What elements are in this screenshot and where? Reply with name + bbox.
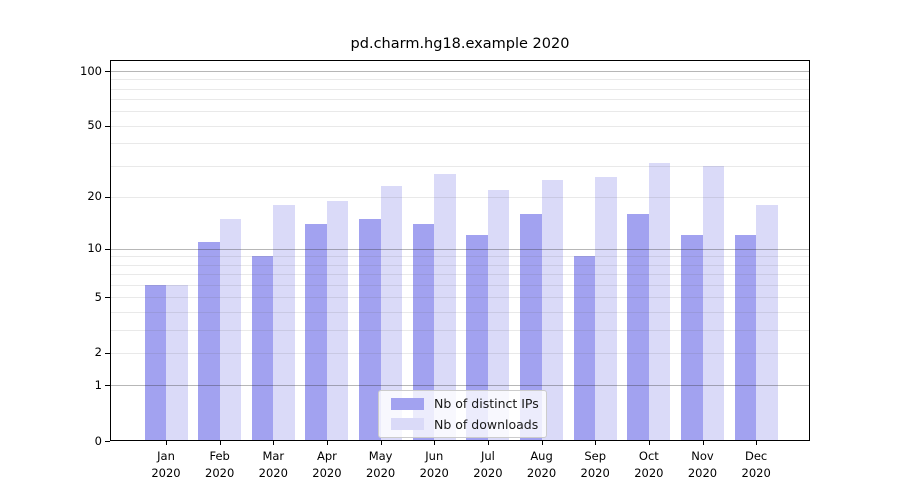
x-tick-label-nov: Nov 2020 — [687, 449, 718, 480]
gridline-minor — [110, 311, 810, 313]
bar-ips-feb — [198, 241, 220, 441]
gridline-minor — [110, 274, 810, 276]
legend-swatch-ips — [391, 398, 424, 410]
bar-downloads-jan — [166, 284, 188, 441]
y-tick-label: 1 — [94, 377, 102, 392]
y-tick-mark — [105, 196, 110, 198]
x-tick-mark — [756, 441, 758, 445]
bar-downloads-may — [380, 186, 403, 441]
gridline-major — [110, 71, 810, 72]
x-tick-mark — [219, 441, 221, 445]
bar-ips-aug — [520, 213, 542, 441]
x-tick-label-dec: Dec 2020 — [741, 449, 771, 480]
bar-downloads-mar — [273, 204, 295, 441]
x-tick-label-jul: Jul 2020 — [473, 449, 503, 480]
x-tick-mark — [702, 441, 704, 445]
x-tick-label-apr: Apr 2020 — [312, 449, 342, 480]
y-tick-label: 0 — [94, 433, 102, 448]
legend-label-ips: Nb of distinct IPs — [434, 396, 539, 412]
gridline-minor — [110, 329, 810, 331]
gridline-minor — [110, 99, 810, 101]
x-tick-mark — [595, 441, 597, 445]
y-tick-label: 20 — [87, 189, 102, 204]
legend-row-downloads: Nb of downloads — [379, 417, 546, 432]
gridline-minor — [110, 264, 810, 266]
legend: Nb of distinct IPs Nb of downloads — [378, 390, 547, 438]
chart-title: pd.charm.hg18.example 2020 — [350, 36, 570, 52]
x-tick-label-jun: Jun 2020 — [419, 449, 449, 480]
x-tick-label-jan: Jan 2020 — [151, 449, 181, 480]
y-tick-label: 100 — [80, 63, 102, 78]
gridline-minor — [110, 256, 810, 258]
x-tick-mark — [487, 441, 489, 445]
gridline-minor — [110, 88, 810, 90]
x-tick-label-feb: Feb 2020 — [205, 449, 235, 480]
gridline-minor — [110, 284, 810, 286]
bar-ips-jun — [412, 223, 435, 441]
bar-ips-jan — [144, 284, 166, 441]
legend-label-downloads: Nb of downloads — [434, 416, 539, 432]
bar-downloads-aug — [541, 179, 564, 441]
y-tick-mark — [105, 248, 110, 250]
x-tick-mark — [648, 441, 650, 445]
bar-downloads-feb — [219, 218, 242, 441]
gridline-minor — [110, 165, 810, 167]
bar-ips-mar — [251, 256, 274, 441]
y-tick-mark — [105, 71, 110, 72]
x-tick-mark — [166, 441, 167, 445]
plot-area — [110, 60, 810, 441]
x-tick-mark — [326, 441, 328, 445]
y-tick-label: 2 — [94, 345, 102, 360]
y-tick-mark — [105, 125, 110, 127]
gridline-minor — [110, 111, 810, 113]
y-tick-label: 5 — [94, 289, 102, 304]
bar-ips-may — [359, 218, 381, 441]
bar-downloads-oct — [648, 163, 671, 441]
bar-ips-apr — [305, 223, 327, 441]
x-tick-mark — [273, 441, 275, 445]
bar-ips-sep — [573, 256, 596, 441]
gridline-major — [110, 248, 810, 250]
gridline-minor — [110, 352, 810, 354]
gridline-minor — [110, 196, 810, 198]
x-tick-label-sep: Sep 2020 — [580, 449, 610, 480]
y-tick-mark — [105, 441, 110, 442]
gridline-major — [110, 385, 810, 387]
gridline-minor — [110, 297, 810, 299]
x-tick-label-mar: Mar 2020 — [258, 449, 288, 480]
bar-downloads-jul — [487, 189, 510, 441]
x-tick-label-may: May 2020 — [365, 449, 396, 480]
x-tick-mark — [380, 441, 382, 445]
gridline-minor — [110, 125, 810, 127]
bar-ips-nov — [681, 235, 703, 441]
x-tick-label-oct: Oct 2020 — [634, 449, 664, 480]
bar-ips-oct — [627, 213, 649, 441]
y-tick-mark — [105, 385, 110, 387]
bar-ips-dec — [734, 235, 757, 441]
legend-swatch-downloads — [391, 418, 424, 430]
bar-downloads-nov — [702, 165, 724, 441]
y-tick-label: 10 — [87, 241, 102, 256]
bar-downloads-apr — [326, 200, 349, 441]
x-tick-mark — [434, 441, 436, 445]
bar-ips-jul — [466, 235, 488, 441]
gridline-minor — [110, 79, 810, 81]
gridline-minor — [110, 143, 810, 145]
y-tick-mark — [105, 352, 110, 354]
y-tick-label: 50 — [87, 118, 102, 133]
x-tick-mark — [541, 441, 543, 445]
bar-downloads-sep — [595, 176, 617, 441]
bar-downloads-jun — [434, 173, 456, 441]
y-tick-mark — [105, 297, 110, 299]
x-tick-label-aug: Aug 2020 — [526, 449, 557, 480]
bar-downloads-dec — [756, 204, 778, 441]
legend-row-ips: Nb of distinct IPs — [379, 396, 546, 411]
